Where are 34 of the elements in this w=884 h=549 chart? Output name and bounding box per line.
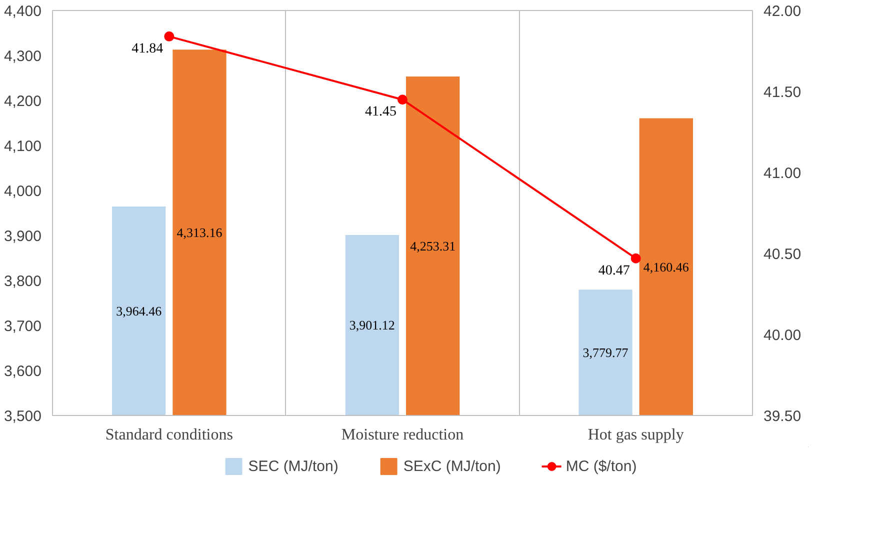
data-label: 4,313.16 <box>176 225 223 240</box>
y-tick-label: 4,300 <box>4 48 42 65</box>
y2-tick-label: 40.00 <box>764 327 802 344</box>
point <box>164 31 174 42</box>
point <box>630 253 641 264</box>
y-tick-label: 3,800 <box>4 273 42 290</box>
x-tick-label: Moisture reduction <box>341 426 464 444</box>
point <box>398 94 408 105</box>
legend-label: SExC (MJ/ton) <box>403 458 501 474</box>
y2-tick-label: 40.50 <box>764 246 802 263</box>
y2-tick-label: 41.50 <box>764 84 802 101</box>
y-tick-label: 3,700 <box>4 318 42 335</box>
data-label: 3,964.46 <box>116 303 162 318</box>
y-tick-label: 4,200 <box>4 93 42 110</box>
data-label: 41.84 <box>132 41 164 56</box>
y-tick-label: 4,000 <box>4 183 42 200</box>
data-label: 40.47 <box>598 263 630 278</box>
data-label: 3,779.77 <box>582 345 629 360</box>
y-tick-label: 3,500 <box>4 408 42 425</box>
y-tick-label: 4,400 <box>4 3 42 20</box>
data-label: 4,160.46 <box>643 259 690 274</box>
data-label: 4,253.31 <box>410 238 456 254</box>
y-tick-label: 4,100 <box>4 138 42 155</box>
y2-tick-label: 42.00 <box>764 3 802 20</box>
y-tick-label: 3,900 <box>4 228 42 245</box>
data-label: 41.45 <box>365 104 396 120</box>
y2-tick-label: 39.50 <box>764 408 802 425</box>
legend-label: MC ($/ton) <box>566 458 637 474</box>
x-tick-label: Standard conditions <box>105 426 233 444</box>
x-tick-label: Hot gas supply <box>588 426 684 444</box>
data-label: 3,901.12 <box>349 318 395 333</box>
y2-tick-label: 41.00 <box>764 165 802 182</box>
y-tick-label: 3,600 <box>4 363 42 380</box>
legend-label: SEC (MJ/ton) <box>248 458 338 474</box>
